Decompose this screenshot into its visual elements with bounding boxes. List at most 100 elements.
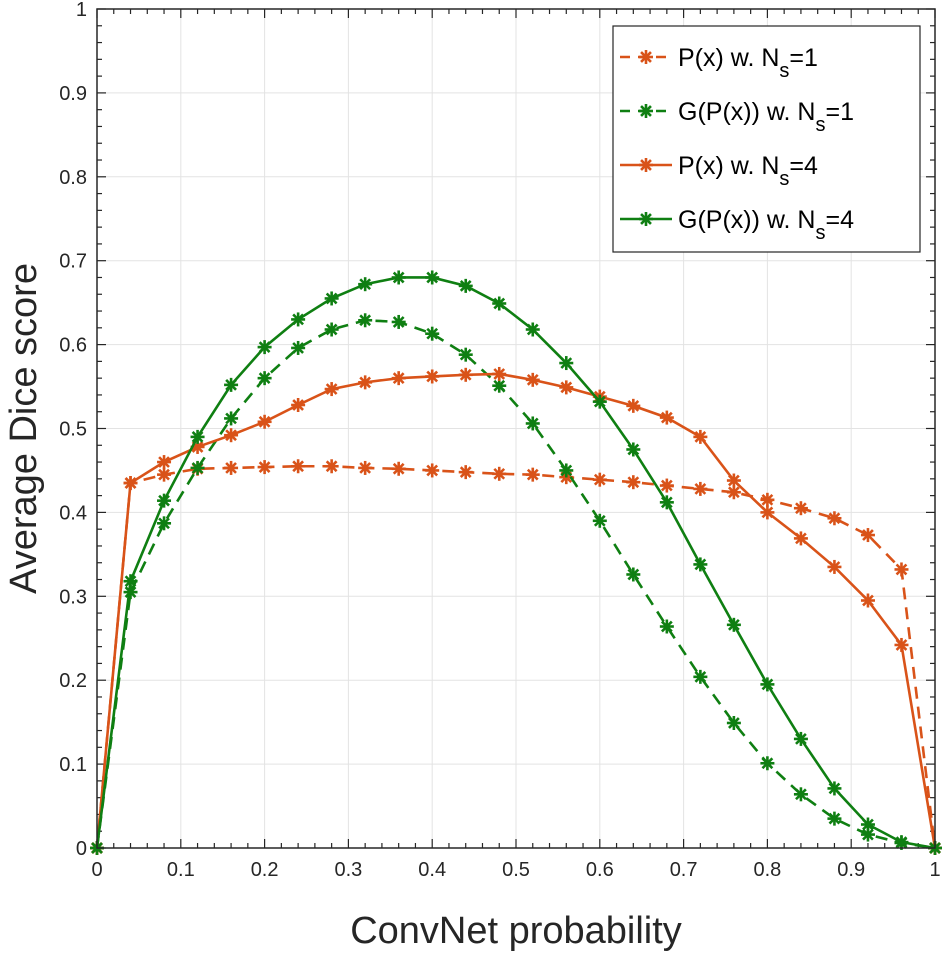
data-point: [425, 270, 440, 285]
data-point: [391, 314, 406, 329]
data-point: [458, 347, 473, 362]
data-point: [827, 781, 842, 796]
y-tick-label: 0.1: [59, 754, 87, 776]
data-point: [894, 835, 909, 850]
data-point: [592, 472, 607, 487]
data-point: [425, 369, 440, 384]
series-line: [95, 318, 936, 850]
data-point: [559, 463, 574, 478]
y-tick-label: 0.7: [59, 251, 87, 273]
data-point: [358, 460, 373, 475]
data-point: [525, 322, 540, 337]
data-point: [827, 511, 842, 526]
legend-box: [612, 25, 921, 253]
x-tick-label: 1: [929, 859, 940, 881]
data-point: [458, 367, 473, 382]
y-tick-label: 0.5: [59, 419, 87, 441]
y-axis-label: Average Dice score: [3, 263, 45, 594]
data-point: [358, 375, 373, 390]
data-point: [793, 787, 808, 802]
data-point: [726, 485, 741, 500]
data-point: [157, 493, 172, 508]
data-point: [291, 340, 306, 355]
data-point: [894, 637, 909, 652]
data-point: [726, 715, 741, 730]
legend-label: P(x) w. Ns=4: [678, 152, 818, 190]
y-tick-label: 0.6: [59, 335, 87, 357]
x-tick-label: 0.2: [251, 859, 279, 881]
data-point: [659, 478, 674, 493]
data-point: [425, 326, 440, 341]
x-tick-label: 0.3: [334, 859, 362, 881]
data-point: [123, 574, 138, 589]
data-point: [726, 473, 741, 488]
data-point: [525, 467, 540, 482]
data-point: [793, 731, 808, 746]
data-point: [793, 501, 808, 516]
data-point: [693, 429, 708, 444]
y-tick-label: 0.8: [59, 167, 87, 189]
data-point: [391, 270, 406, 285]
data-point: [559, 356, 574, 371]
data-point: [760, 756, 775, 771]
data-point: [760, 492, 775, 507]
y-tick-label: 0.4: [59, 502, 87, 524]
legend-marker: [639, 212, 653, 226]
y-tick-label: 0.2: [59, 670, 87, 692]
data-point: [726, 617, 741, 632]
data-point: [324, 459, 339, 474]
legend: P(x) w. Ns=1 G(P(x)) w. Ns=1 P(x) w. Ns=4 G…: [612, 25, 921, 253]
data-point: [257, 460, 272, 475]
data-point: [626, 398, 641, 413]
data-point: [190, 429, 205, 444]
data-point: [224, 411, 239, 426]
data-point: [391, 461, 406, 476]
data-point: [760, 505, 775, 520]
series-line: [95, 372, 937, 849]
data-point: [760, 677, 775, 692]
data-point: [257, 414, 272, 429]
y-tick-label: 0.9: [59, 83, 87, 105]
x-tick-label: 0.9: [837, 859, 865, 881]
data-point: [693, 669, 708, 684]
data-point: [358, 277, 373, 292]
legend-entry: G(P(x)) w. Ns=1: [620, 98, 854, 136]
data-point: [592, 394, 607, 409]
x-tick-label: 0: [91, 859, 102, 881]
data-point: [324, 382, 339, 397]
data-point: [458, 278, 473, 293]
data-point: [492, 466, 507, 481]
legend-marker: [639, 104, 653, 118]
x-tick-label: 0.8: [753, 859, 781, 881]
data-point: [224, 377, 239, 392]
data-point: [860, 817, 875, 832]
series-3: [90, 366, 942, 855]
data-point: [626, 567, 641, 582]
data-point: [224, 460, 239, 475]
data-point: [492, 296, 507, 311]
data-point: [793, 531, 808, 546]
data-point: [123, 476, 138, 491]
data-point: [391, 371, 406, 386]
data-point: [592, 513, 607, 528]
data-point: [860, 593, 875, 608]
data-point: [157, 455, 172, 470]
data-point: [626, 475, 641, 490]
data-point: [659, 619, 674, 634]
data-point: [894, 562, 909, 577]
data-point: [257, 340, 272, 355]
x-tick-label: 0.1: [167, 859, 195, 881]
data-point: [659, 495, 674, 510]
x-axis-label: ConvNet probability: [350, 910, 682, 952]
legend-marker: [639, 158, 653, 172]
data-point: [291, 398, 306, 413]
data-point: [827, 559, 842, 574]
data-point: [492, 378, 507, 393]
series-layer: [90, 270, 942, 855]
data-point: [626, 442, 641, 457]
data-point: [324, 291, 339, 306]
data-point: [559, 380, 574, 395]
data-point: [224, 428, 239, 443]
series-2: [90, 313, 942, 855]
